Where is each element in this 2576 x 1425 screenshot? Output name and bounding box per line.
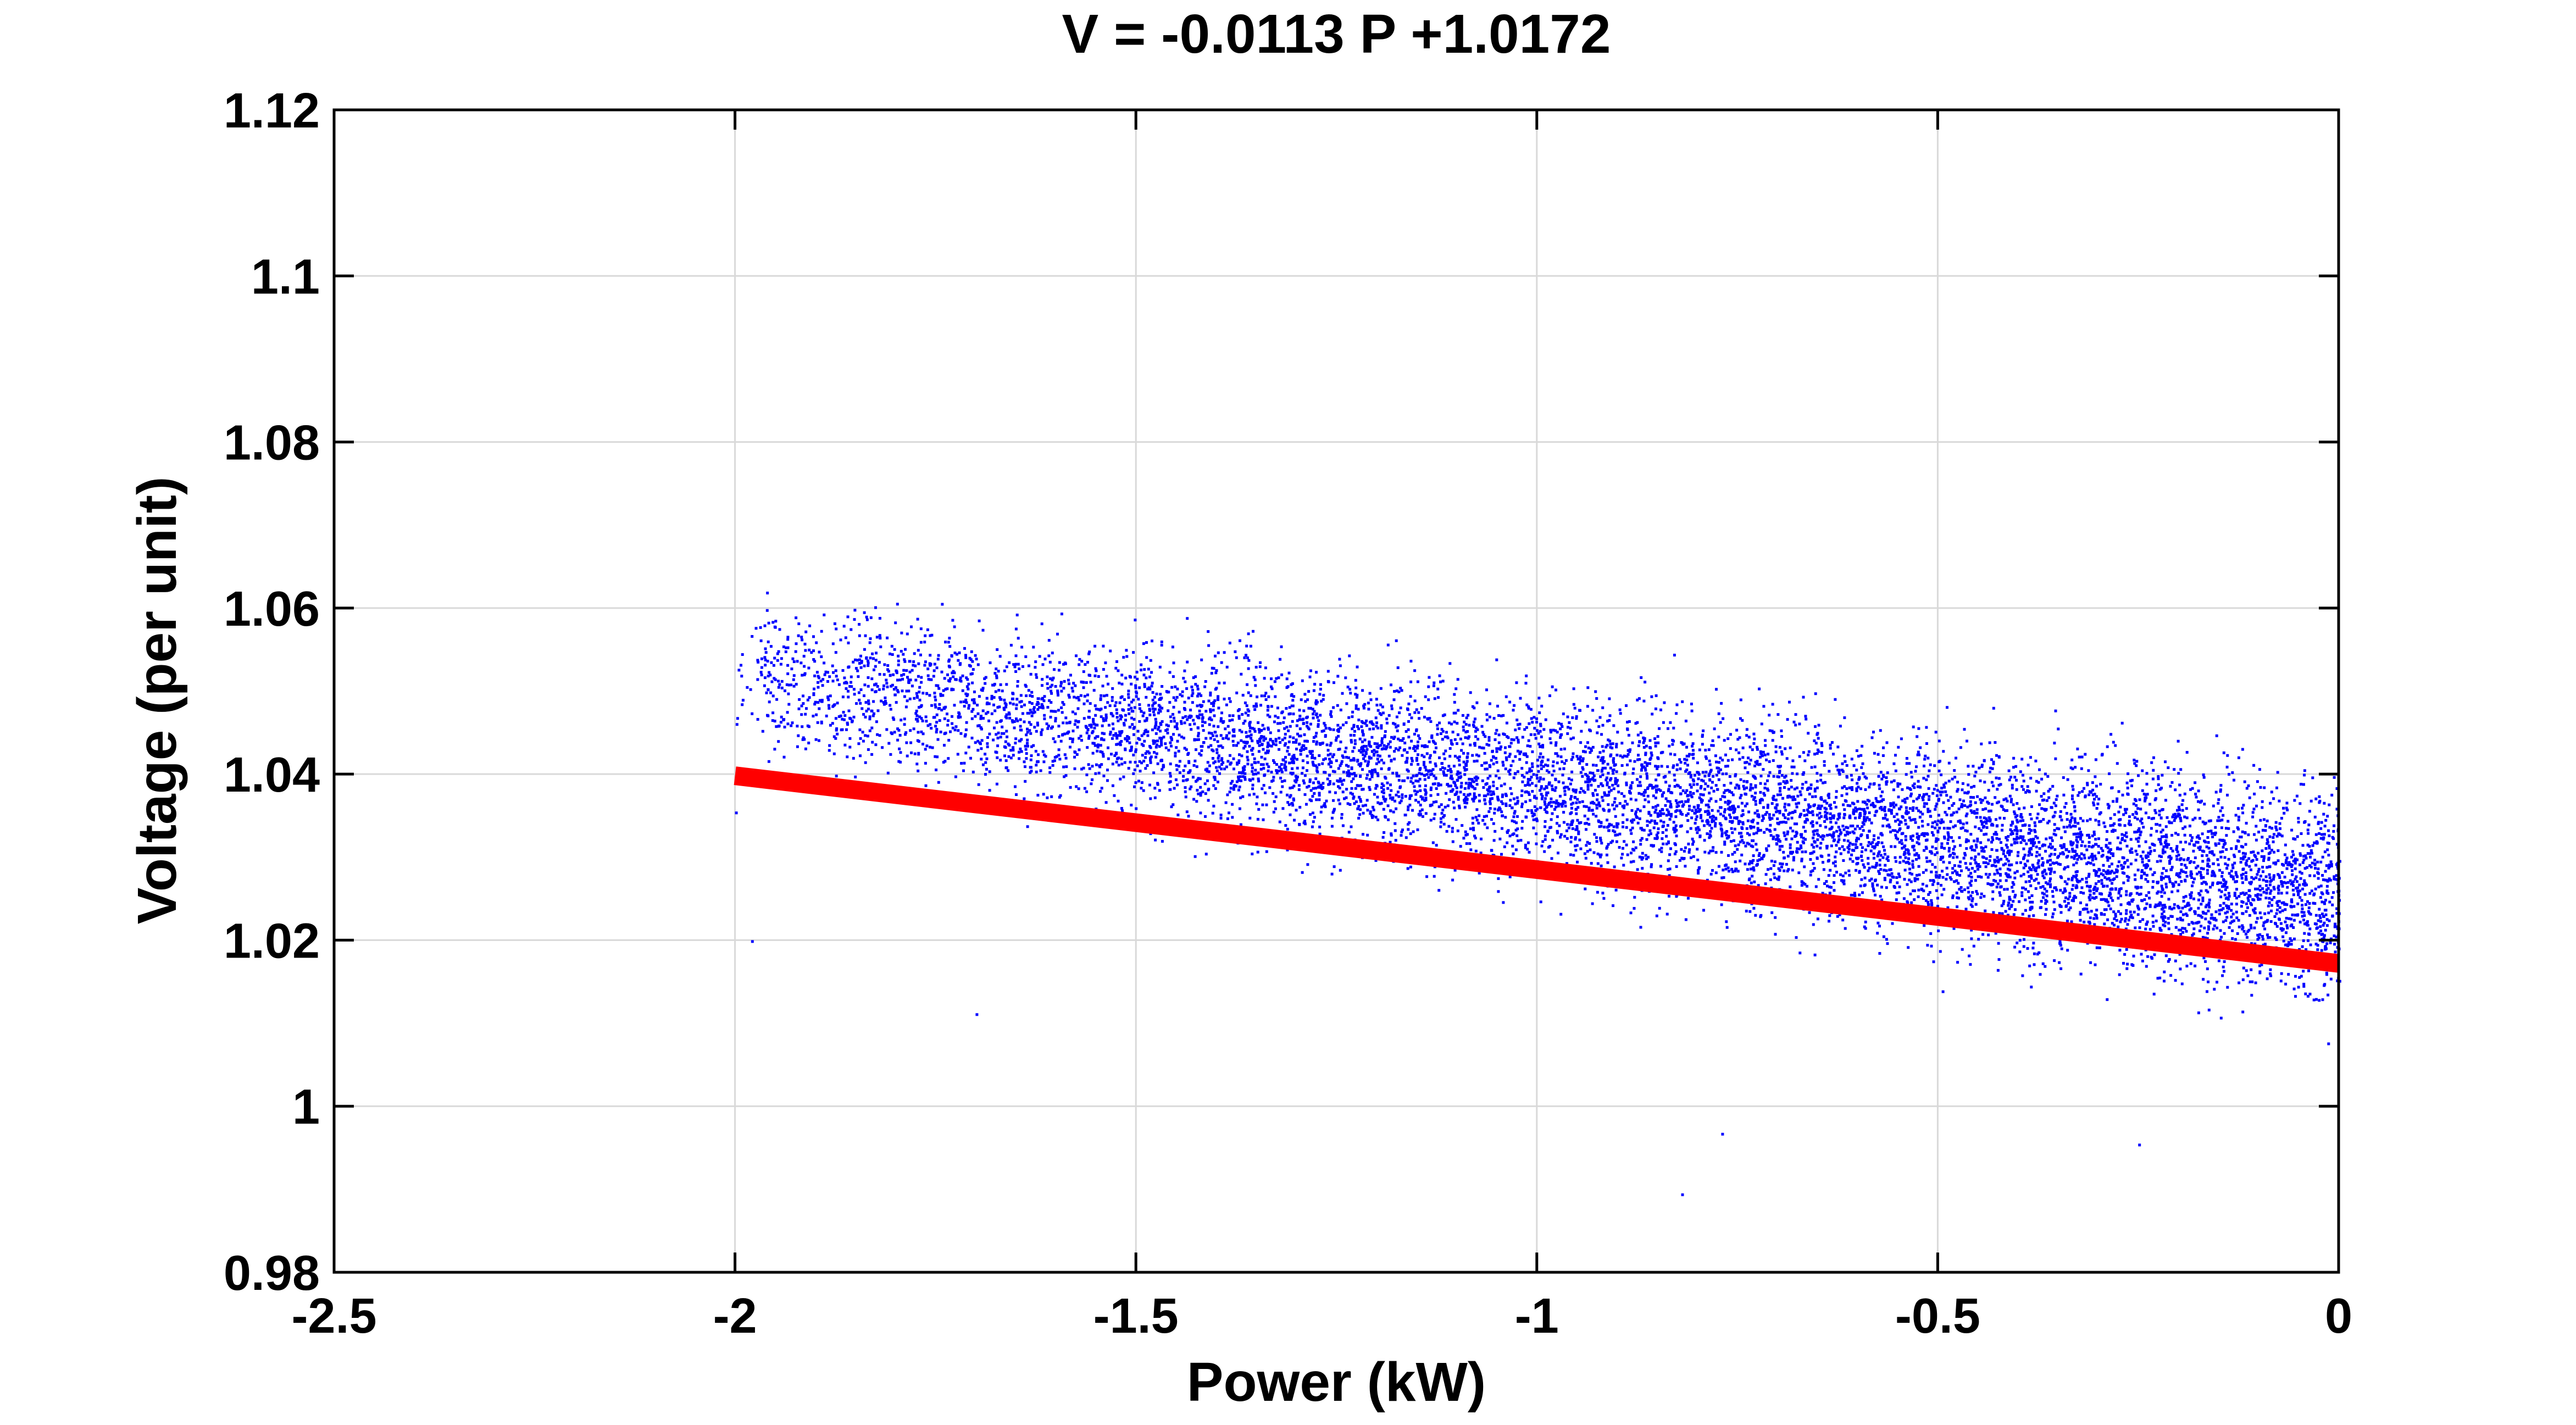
x-tick-label: -2 — [713, 1289, 757, 1344]
scatter-point-cloud — [735, 592, 2341, 1196]
y-tick-label: 1.12 — [224, 84, 320, 138]
grid-lines — [334, 110, 2339, 1272]
y-axis-label: Voltage (per unit) — [126, 477, 188, 925]
y-tick-label: 0.98 — [224, 1246, 320, 1301]
y-tick-label: 1 — [292, 1080, 320, 1135]
scatter-points — [735, 592, 2341, 1196]
x-tick-label: -0.5 — [1895, 1289, 1980, 1344]
y-tick-label: 1.1 — [251, 249, 320, 304]
x-tick-label: 0 — [2325, 1289, 2352, 1344]
fit-line-group — [734, 766, 2340, 973]
x-tick-label: -2.5 — [291, 1289, 376, 1344]
axis-ticks — [332, 108, 2340, 1274]
x-tick-label: -1.5 — [1093, 1289, 1179, 1344]
chart-title: V = -0.0113 P +1.0172 — [1062, 3, 1611, 65]
y-tick-label: 1.02 — [224, 914, 320, 968]
y-tick-label: 1.04 — [224, 748, 320, 803]
fit-line — [734, 766, 2340, 973]
tick-labels: -2.5 -2 -1.5 -1 -0.5 0 0.98 1 1.02 1.04 1.06 1.08 1.… — [224, 84, 2352, 1344]
y-tick-label: 1.06 — [224, 582, 320, 637]
plot-frame — [332, 108, 2340, 1274]
y-tick-label: 1.08 — [224, 416, 320, 471]
x-tick-label: -1 — [1515, 1289, 1559, 1344]
x-axis-label: Power (kW) — [1187, 1351, 1486, 1413]
